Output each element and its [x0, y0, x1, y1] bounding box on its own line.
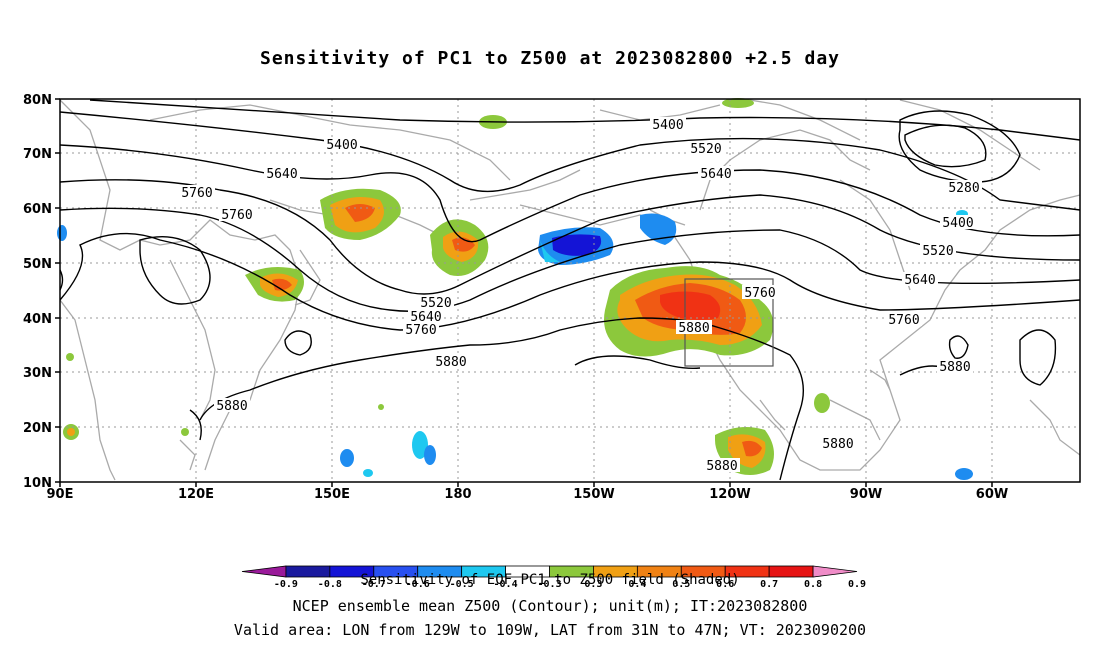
contour-label-bg [886, 312, 922, 326]
graticule [60, 99, 1080, 482]
contour-label-bg [650, 117, 686, 131]
contour-label-bg [820, 436, 856, 450]
colorbar-label: -0.7 [362, 579, 386, 590]
latitude-labels: 80N 70N 60N 50N 40N 30N 20N 10N [23, 93, 60, 491]
contour-label-bg [742, 285, 778, 299]
contour-label: 5520 [922, 244, 953, 259]
colorbar-label: 0.5 [672, 579, 690, 590]
colorbar-label: 0.3 [584, 579, 602, 590]
contour-label: 5760 [405, 323, 436, 338]
colorbar-label: 0.7 [760, 579, 778, 590]
contour-label: 5400 [652, 118, 683, 133]
colorbar-label: -0.5 [450, 579, 474, 590]
lon-label: 120E [178, 487, 214, 502]
colorbar-label: 0.8 [804, 579, 822, 590]
contour-label: 5520 [690, 142, 721, 157]
lon-label: 150E [314, 487, 350, 502]
lon-label: 150W [573, 487, 614, 502]
contour-label-bg [418, 295, 454, 309]
colorbar-label: -0.4 [494, 579, 518, 590]
contour-label-bg [214, 398, 250, 412]
caption-valid-area: Valid area: LON from 129W to 109W, LAT f… [233, 621, 867, 639]
contour-label-bg [946, 180, 982, 194]
contour-label-bg [940, 215, 976, 229]
lon-label: 60W [976, 487, 1008, 502]
contour-label: 5880 [435, 355, 466, 370]
lat-label: 30N [23, 366, 52, 381]
contour-label-bg [264, 166, 300, 180]
coastlines [59, 99, 1081, 481]
longitude-labels: 90E 120E 150E 180 150W 120W 90W 60W [47, 482, 1008, 502]
colorbar: -0.9 -0.8 -0.7 -0.6 -0.5 -0.4 -0.3 0.3 0.4 0.5 0.6… [241, 565, 866, 590]
colorbar-label: 0.6 [716, 579, 734, 590]
contour-label: 5760 [181, 186, 212, 201]
contour-label: 5640 [904, 273, 935, 288]
colorbar-label: -0.9 [274, 579, 298, 590]
colorbar-label: 0.9 [848, 579, 866, 590]
lon-label: 180 [444, 487, 471, 502]
map-frame [59, 98, 1081, 483]
lat-label: 60N [23, 202, 52, 217]
contour-label-bg [698, 166, 734, 180]
caption-contour: NCEP ensemble mean Z500 (Contour); unit(… [292, 597, 808, 615]
contour-label-bg [920, 243, 956, 257]
contour-label-bg [676, 320, 712, 334]
caption-shading: Sensitivity of EOF PC1 to Z500 field (Sh… [360, 572, 740, 588]
contour-label: 5760 [744, 286, 775, 301]
lat-label: 20N [23, 421, 52, 436]
contour-label: 5640 [266, 167, 297, 182]
contour-label: 5760 [888, 313, 919, 328]
page-title: Sensitivity of PC1 to Z500 at 2023082800… [259, 48, 840, 69]
colorbar-label: -0.8 [318, 579, 342, 590]
lon-label: 120W [709, 487, 750, 502]
colorbar-label: -0.3 [537, 579, 561, 590]
contour-label: 5880 [939, 360, 970, 375]
lat-label: 40N [23, 312, 52, 327]
contour-label: 5520 [420, 296, 451, 311]
contour-label: 5880 [706, 459, 737, 474]
sensitivity-shading [57, 98, 973, 480]
contour-label: 5640 [410, 310, 441, 325]
contour-label: 5400 [326, 138, 357, 153]
colorbar-label: 0.4 [628, 579, 646, 590]
contour-label-bg [433, 354, 469, 368]
lat-label: 10N [23, 476, 52, 491]
contour-label-bg [704, 458, 740, 472]
lon-label: 90W [850, 487, 882, 502]
contour-label-bg [179, 185, 215, 199]
contour-label: 5640 [700, 167, 731, 182]
lon-label: 90E [47, 487, 74, 502]
contour-label-bg [324, 137, 360, 151]
contour-label-bg [408, 309, 444, 323]
lat-label: 80N [23, 93, 52, 108]
contour-label: 5880 [216, 399, 247, 414]
colorbar-label: -0.6 [406, 579, 430, 590]
contour-label: 5280 [948, 181, 979, 196]
z500-contours [59, 99, 1081, 481]
contour-label: 5400 [942, 216, 973, 231]
contour-label: 5760 [221, 208, 252, 223]
lat-label: 70N [23, 147, 52, 162]
contour-label-bg [902, 272, 938, 286]
contour-label-bg [688, 141, 724, 155]
contour-label-bg [219, 207, 255, 221]
contour-label-bg [937, 359, 973, 373]
contour-label-bg [403, 322, 439, 336]
contour-label: 5880 [678, 321, 709, 336]
contour-label: 5880 [822, 437, 853, 452]
colorbar-swatch [812, 565, 858, 578]
lat-label: 50N [23, 257, 52, 272]
